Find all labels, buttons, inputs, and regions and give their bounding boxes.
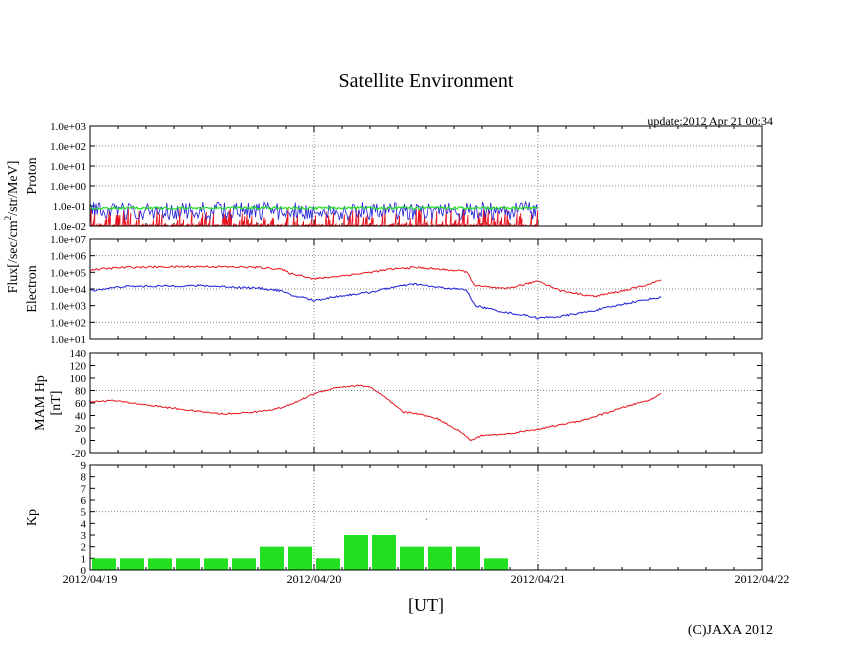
proton-ytick-label: 1.0e-01 — [53, 201, 86, 213]
kp-panel-frame — [89, 464, 763, 571]
proton-ytick-label: 1.0e+01 — [50, 161, 86, 173]
hp-ytick-label: 40 — [75, 411, 87, 423]
proton-ytick-label: 1.0e+03 — [50, 121, 86, 133]
proton-high-series — [89, 208, 538, 228]
kp-bar-7 — [288, 546, 312, 570]
hp-series — [89, 384, 662, 442]
proton-ylabel: Proton — [25, 157, 40, 194]
copyright-text: (C)JAXA 2012 — [688, 623, 773, 638]
kp-bar-5 — [232, 558, 256, 570]
kp-bar-6 — [260, 546, 284, 570]
kp-ytick-label: 7 — [81, 483, 87, 495]
update-timestamp: update:2012 Apr 21 00:34 — [647, 114, 773, 128]
x-tick-label: 2012/04/21 — [511, 572, 566, 586]
hp-panel-frame — [89, 352, 763, 454]
kp-bar-4 — [204, 558, 228, 570]
kp-bar-0 — [92, 558, 116, 570]
hp-ylabel: MAM Hp — [33, 375, 48, 431]
hp-ytick-label: 140 — [70, 348, 87, 360]
kp-bar-10 — [372, 535, 396, 570]
electron-ytick-label: 1.0e+04 — [50, 284, 86, 296]
flux-ylabel-sup: 2 — [3, 216, 13, 221]
kp-bar-14 — [484, 558, 508, 570]
hp-ytick-label: 20 — [75, 423, 87, 435]
kp-ytick-label: 9 — [81, 460, 87, 472]
kp-ytick-label: 5 — [81, 507, 87, 519]
kp-ylabel: Kp — [25, 509, 40, 526]
electron-high-series — [89, 265, 662, 298]
proton-panel-frame — [89, 125, 763, 227]
x-tick-label: 2012/04/19 — [63, 572, 118, 586]
kp-bar-2 — [148, 558, 172, 570]
kp-bar-1 — [120, 558, 144, 570]
kp-ytick-label: 1 — [81, 553, 87, 565]
kp-marker-dot — [426, 518, 427, 520]
kp-bar-13 — [456, 546, 480, 570]
proton-ytick-label: 1.0e-02 — [53, 221, 86, 233]
chart-title: Satellite Environment — [339, 70, 514, 92]
kp-bar-11 — [400, 546, 424, 570]
flux-ylabel: Flux[/sec/cm2/str/MeV] — [3, 161, 21, 294]
proton-low-series — [89, 205, 538, 211]
kp-ytick-label: 2 — [81, 542, 87, 554]
electron-ytick-label: 1.0e+06 — [50, 251, 86, 263]
electron-ytick-label: 1.0e+05 — [50, 267, 86, 279]
kp-bar-9 — [344, 535, 368, 570]
x-tick-label: 2012/04/20 — [287, 572, 342, 586]
hp-ytick-label: 0 — [81, 436, 87, 448]
electron-ytick-label: 1.0e+02 — [50, 317, 86, 329]
electron-panel-frame — [89, 238, 763, 340]
flux-ylabel-part2: /str/MeV] — [6, 161, 21, 216]
kp-ytick-label: 0 — [81, 565, 87, 577]
kp-ytick-label: 8 — [81, 472, 87, 484]
kp-bar-12 — [428, 546, 452, 570]
hp-ylabel-unit: [nT] — [49, 391, 64, 416]
electron-ytick-label: 1.0e+03 — [50, 301, 86, 313]
panels-group: 1.0e-02 1.0e-01 1.0e+00 1.0e+01 1.0e+02 1.0e+… — [25, 121, 789, 586]
hp-ytick-label: 80 — [75, 386, 87, 398]
kp-ytick-label: 4 — [81, 518, 87, 530]
hp-ytick-label: 120 — [70, 361, 87, 373]
flux-ylabel-part1: Flux[/sec/cm — [6, 220, 21, 293]
kp-ytick-label: 6 — [81, 495, 87, 507]
electron-low-series — [89, 282, 662, 320]
kp-bar-3 — [176, 558, 200, 570]
kp-bar-8 — [316, 558, 340, 570]
proton-ytick-label: 1.0e+02 — [50, 141, 86, 153]
proton-ytick-label: 1.0e+00 — [50, 181, 86, 193]
x-axis-label: [UT] — [408, 595, 444, 615]
hp-ytick-label: 100 — [70, 373, 87, 385]
x-tick-label: 2012/04/22 — [735, 572, 790, 586]
hp-ytick-label: 60 — [75, 398, 87, 410]
hp-ytick-label: -20 — [71, 448, 86, 460]
kp-ytick-label: 3 — [81, 530, 87, 542]
electron-ytick-label: 1.0e+01 — [50, 334, 86, 346]
electron-ylabel: Electron — [25, 265, 40, 312]
electron-ytick-label: 1.0e+07 — [50, 234, 86, 246]
